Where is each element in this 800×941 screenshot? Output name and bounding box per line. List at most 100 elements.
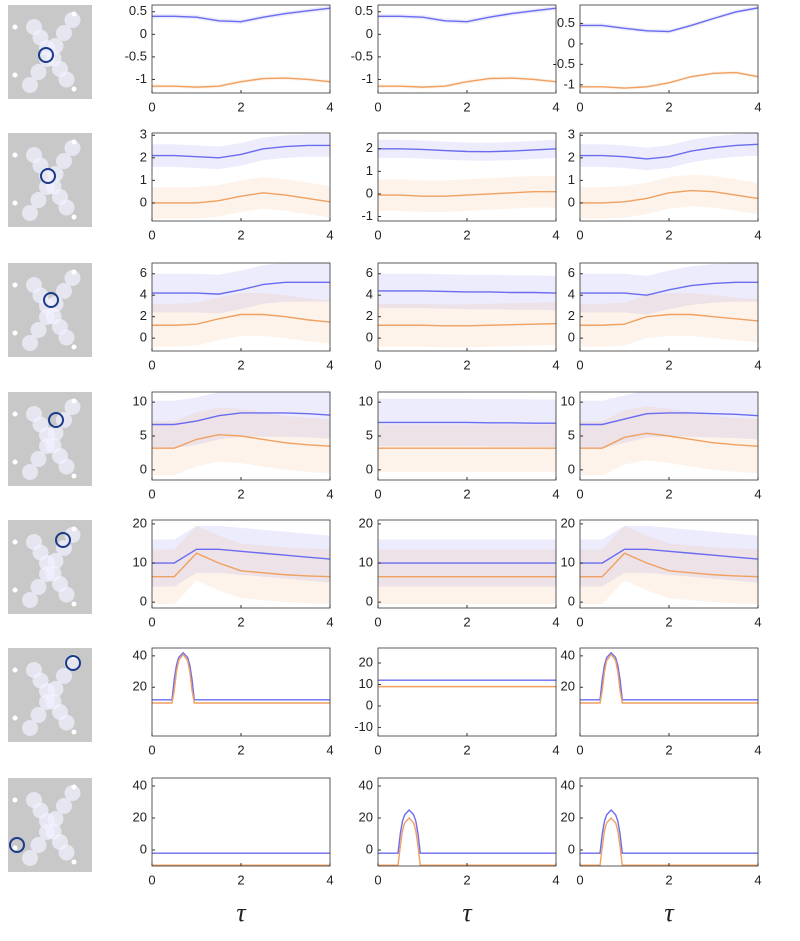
line [152, 548, 330, 564]
line [378, 148, 556, 153]
blob [58, 458, 75, 475]
dot [12, 200, 18, 206]
line [580, 552, 758, 578]
band [152, 263, 330, 314]
band [580, 392, 758, 449]
blob [58, 199, 75, 216]
x-tick-label: 4 [552, 742, 559, 757]
y-tick-label: 0 [568, 35, 575, 50]
x-tick-label: 0 [148, 357, 155, 372]
band [152, 76, 330, 89]
blob [56, 25, 72, 41]
y-tick-label: 2 [140, 149, 147, 164]
plot-content [580, 5, 758, 90]
x-tick-label: 0 [374, 357, 381, 372]
band [378, 302, 556, 348]
y-tick-label: 0 [568, 330, 575, 345]
dot [12, 72, 18, 78]
blob [56, 153, 72, 169]
thumbnail [8, 778, 92, 872]
plot-content [580, 525, 758, 605]
x-tick-label: 0 [576, 872, 583, 887]
plot-content [152, 5, 330, 89]
y-tick-label: -0.5 [125, 48, 147, 63]
x-tick-label: 2 [237, 742, 244, 757]
y-tick-label: 3 [568, 127, 575, 142]
subplot: 0 2 4 0 5 10 [561, 391, 762, 501]
y-tick-label: 0 [140, 841, 147, 856]
x-tick-label: 4 [754, 872, 761, 887]
marker [40, 168, 56, 184]
thumbnail [8, 5, 92, 99]
line [580, 653, 758, 704]
subplot: 0 2 4 0 1 2 3 [140, 127, 334, 243]
plot-content [378, 679, 556, 688]
y-tick-label: 10 [561, 554, 575, 569]
line [378, 7, 556, 23]
dot [71, 398, 77, 404]
blob [64, 270, 81, 286]
marker [38, 47, 54, 63]
plot-area [580, 648, 758, 736]
plot-area [378, 520, 556, 608]
band [152, 407, 330, 476]
x-tick-label: 0 [374, 99, 381, 114]
x-tick-label: 2 [665, 486, 672, 501]
line [580, 189, 758, 204]
plot-area [580, 263, 758, 351]
dot [71, 269, 77, 275]
dot [71, 729, 77, 735]
x-tick-label: 0 [148, 486, 155, 501]
x-axis-label: τ [462, 898, 473, 927]
y-tick-label: 0 [366, 461, 373, 476]
y-tick-label: 20 [133, 809, 147, 824]
plot-area [378, 133, 556, 221]
y-tick-label: 10 [359, 394, 373, 409]
band [580, 5, 758, 34]
x-tick-label: 2 [463, 872, 470, 887]
line [152, 144, 330, 159]
y-tick-label: 3 [140, 127, 147, 142]
line [580, 313, 758, 326]
subplot: 0 2 4 0 2 4 6 [140, 262, 334, 372]
y-tick-label: 10 [133, 394, 147, 409]
y-tick-label: 6 [140, 265, 147, 280]
band [378, 175, 556, 212]
y-tick-label: 2 [366, 308, 373, 323]
x-tick-label: 0 [148, 99, 155, 114]
x-tick-label: 2 [237, 357, 244, 372]
blob [64, 399, 81, 415]
x-tick-label: 2 [463, 742, 470, 757]
line [152, 77, 330, 88]
x-tick-label: 0 [374, 742, 381, 757]
blob [56, 283, 72, 299]
dot [71, 11, 77, 17]
subplot: 0 2 4 0 5 10 [359, 391, 560, 501]
y-tick-label: 2 [140, 308, 147, 323]
plot-content [378, 808, 556, 866]
band [378, 76, 556, 89]
line [152, 433, 330, 449]
band [152, 293, 330, 347]
blob [58, 586, 75, 603]
x-tick-label: 0 [576, 99, 583, 114]
line [580, 548, 758, 564]
band [152, 525, 330, 605]
band [580, 406, 758, 476]
subplot: 0 2 4 20 40 [561, 647, 762, 757]
line [580, 432, 758, 449]
x-tick-label: 0 [576, 614, 583, 629]
blob [30, 837, 47, 853]
dot [71, 214, 77, 220]
plot-content [152, 651, 330, 704]
line [378, 190, 556, 197]
y-tick-label: 0 [140, 594, 147, 609]
x-tick-label: 2 [665, 872, 672, 887]
x-tick-label: 4 [552, 614, 559, 629]
band [580, 174, 758, 219]
y-tick-label: 20 [359, 809, 373, 824]
y-tick-label: 0 [568, 461, 575, 476]
y-tick-label: 0.5 [129, 3, 147, 18]
x-tick-label: 2 [665, 614, 672, 629]
